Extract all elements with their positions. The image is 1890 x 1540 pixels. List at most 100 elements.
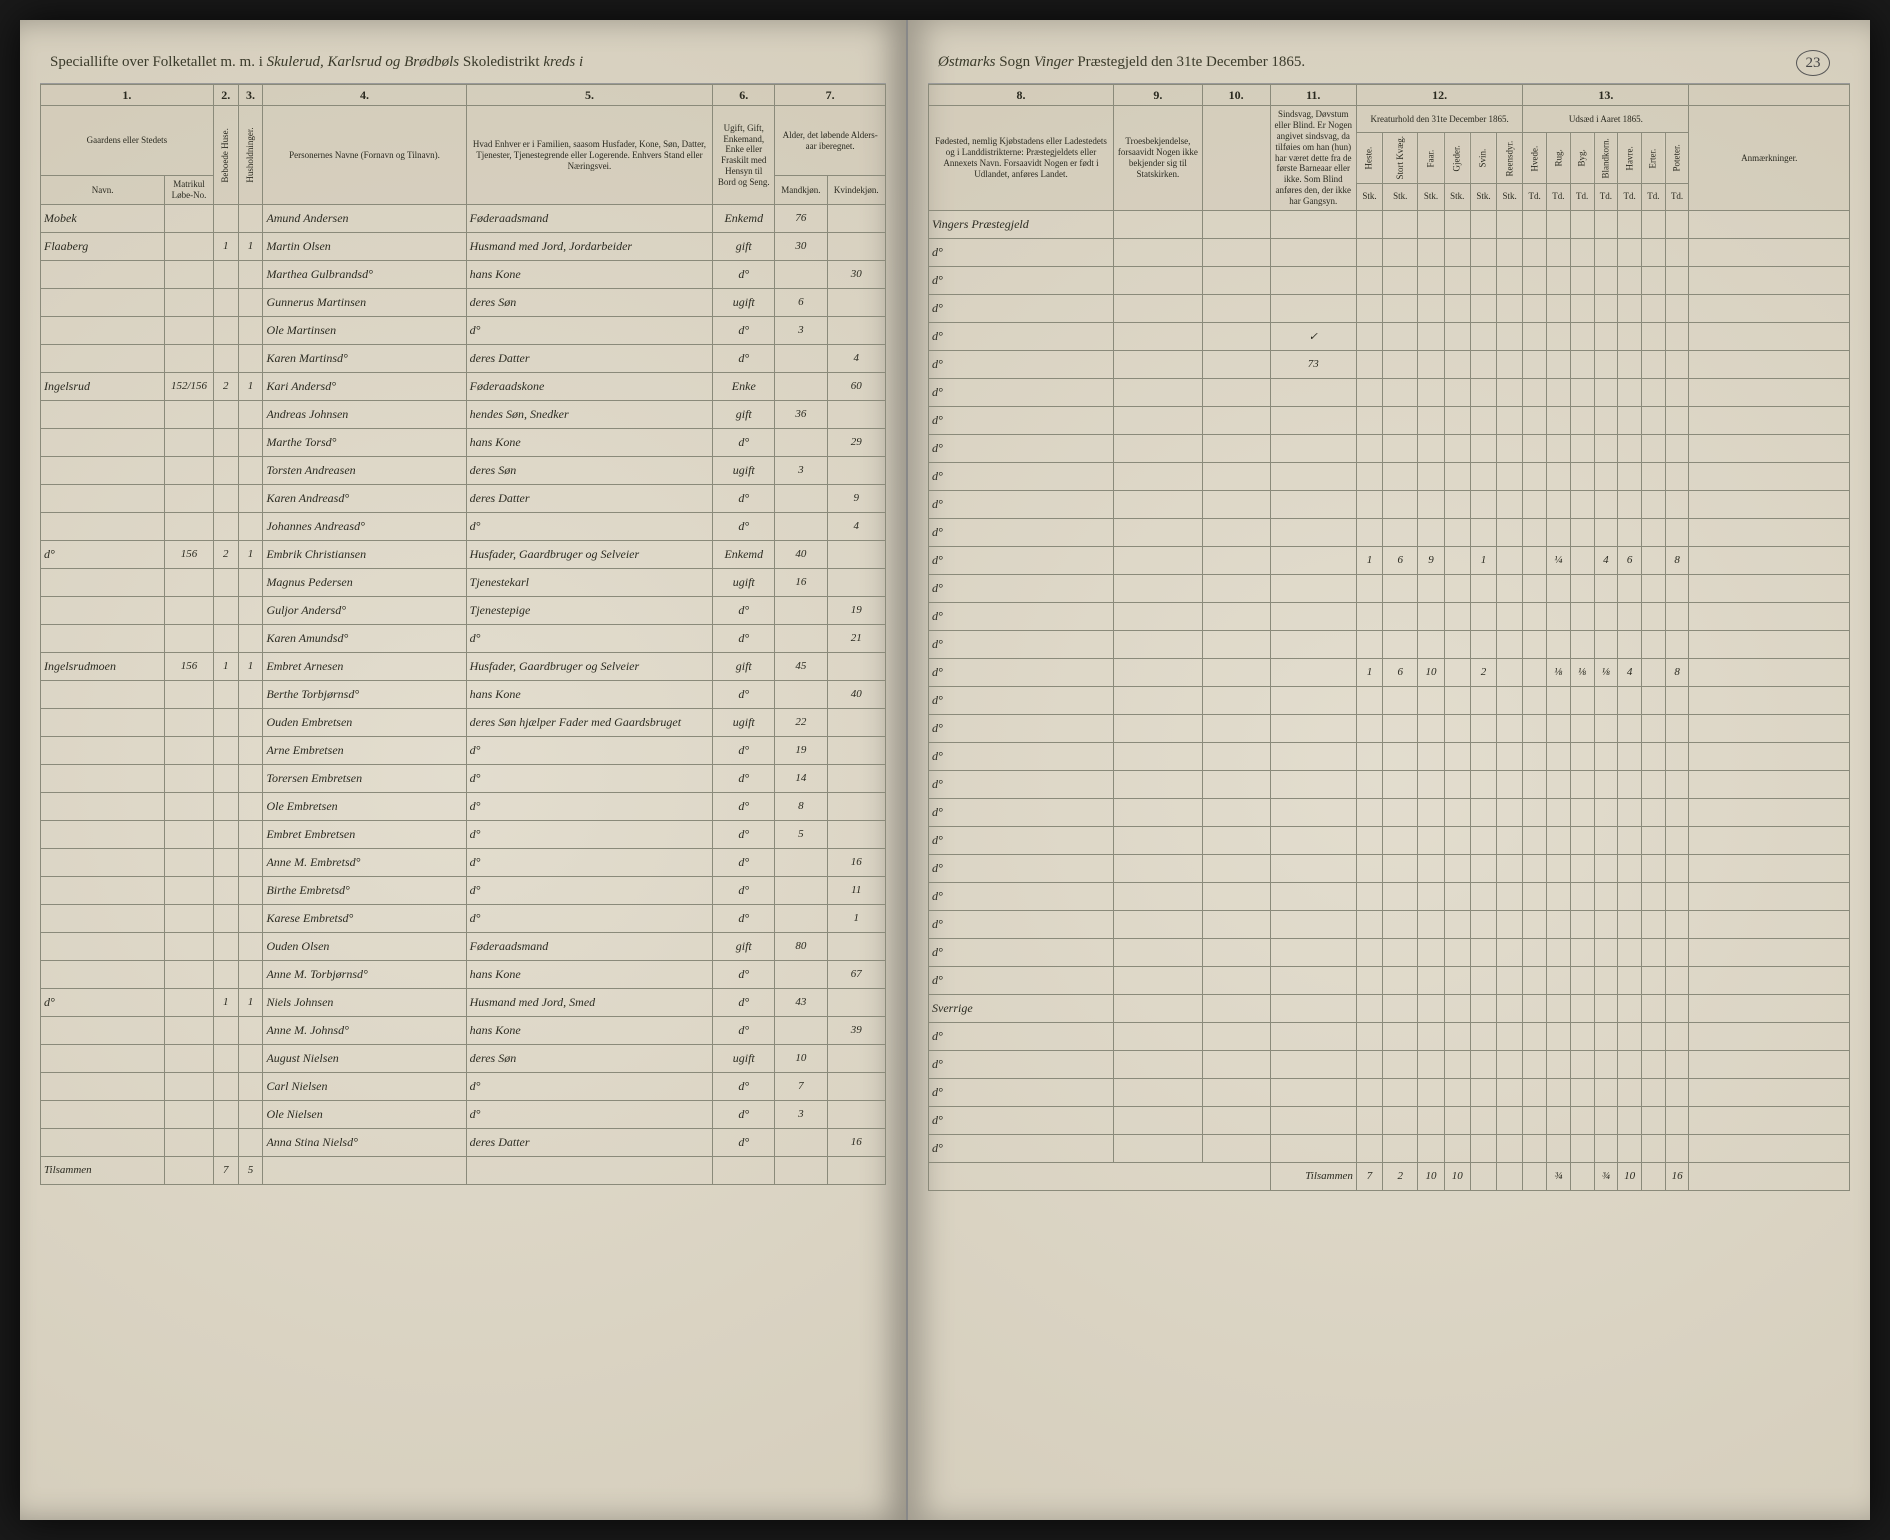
- k-kvaeg: [1383, 854, 1418, 882]
- k-sviin: [1470, 238, 1496, 266]
- hh-cell: [238, 708, 263, 736]
- age-k-cell: 39: [827, 1016, 885, 1044]
- u-poteter: [1665, 322, 1689, 350]
- u-byg: [1570, 1022, 1594, 1050]
- u-bland: [1594, 630, 1618, 658]
- name-cell: Ouden Embretsen: [263, 708, 466, 736]
- k-sviin: [1470, 602, 1496, 630]
- h5: Hvad Enhver er i Familien, saasom Husfad…: [466, 106, 713, 205]
- k-sviin: [1470, 742, 1496, 770]
- farm-cell: [41, 1100, 165, 1128]
- age-m-cell: [775, 904, 827, 932]
- u-erter: [1641, 938, 1665, 966]
- farm-cell: [41, 708, 165, 736]
- position-cell: hendes Søn, Snedker: [466, 400, 713, 428]
- k-gjeder: [1444, 518, 1470, 546]
- h2: Beboede Huse.: [213, 106, 238, 205]
- hh-cell: [238, 204, 263, 232]
- name-cell: Berthe Torbjørnsd°: [263, 680, 466, 708]
- k-gjeder: [1444, 546, 1470, 574]
- civil-cell: d°: [713, 1072, 775, 1100]
- u-hvede: [1523, 518, 1547, 546]
- name-cell: Marthe Torsd°: [263, 428, 466, 456]
- c13: 13.: [1523, 85, 1689, 106]
- u-hvede: [1523, 1050, 1547, 1078]
- k-sviin: [1470, 294, 1496, 322]
- mat-cell: [165, 1072, 214, 1100]
- k-heste: [1356, 378, 1382, 406]
- k-reen: [1497, 994, 1523, 1022]
- civil-cell: d°: [713, 680, 775, 708]
- col10-cell: [1202, 210, 1270, 238]
- k-sviin: [1470, 966, 1496, 994]
- u-erter: [1641, 966, 1665, 994]
- col11-cell: [1270, 378, 1356, 406]
- age-k-cell: [827, 316, 885, 344]
- k-gjeder: [1444, 490, 1470, 518]
- k-kvaeg: [1383, 490, 1418, 518]
- u-rug: [1547, 406, 1571, 434]
- col10-cell: [1202, 462, 1270, 490]
- u-havre: [1618, 1078, 1642, 1106]
- table-row: Anne M. Torbjørnsd°hans Koned°67: [41, 960, 886, 988]
- k-faar: [1418, 826, 1444, 854]
- age-m-cell: 16: [775, 568, 827, 596]
- farm-cell: [41, 1128, 165, 1156]
- k-gjeder: [1444, 602, 1470, 630]
- hus-cell: [213, 400, 238, 428]
- table-row: d°: [929, 966, 1850, 994]
- hh-cell: [238, 736, 263, 764]
- col11-cell: [1270, 602, 1356, 630]
- u-poteter: [1665, 406, 1689, 434]
- k-reen: [1497, 462, 1523, 490]
- col10-cell: [1202, 1134, 1270, 1162]
- remarks-cell: [1689, 938, 1850, 966]
- age-k-cell: 29: [827, 428, 885, 456]
- k-faar: [1418, 994, 1444, 1022]
- k-gjeder: [1444, 210, 1470, 238]
- hh-cell: [238, 456, 263, 484]
- footer-label: Tilsammen: [41, 1156, 165, 1184]
- k-heste: [1356, 266, 1382, 294]
- age-k-cell: [827, 652, 885, 680]
- u-bland: [1594, 602, 1618, 630]
- mat-cell: [165, 260, 214, 288]
- position-cell: d°: [466, 316, 713, 344]
- k-faar: [1418, 714, 1444, 742]
- col7-num: 7.: [775, 85, 886, 106]
- hh-cell: [238, 596, 263, 624]
- u-erter: [1641, 826, 1665, 854]
- name-cell: Karese Embretsd°: [263, 904, 466, 932]
- table-row: d°: [929, 490, 1850, 518]
- u-byg: [1570, 798, 1594, 826]
- u-rug: [1547, 490, 1571, 518]
- hus-cell: [213, 596, 238, 624]
- age-m-cell: 19: [775, 736, 827, 764]
- u-hvede: [1523, 1106, 1547, 1134]
- birth-cell: d°: [929, 574, 1114, 602]
- hh-cell: [238, 512, 263, 540]
- table-row: Karese Embretsd°d°d°1: [41, 904, 886, 932]
- u-erter: [1641, 770, 1665, 798]
- table-row: d°✓: [929, 322, 1850, 350]
- faith-cell: [1114, 518, 1203, 546]
- civil-cell: d°: [713, 764, 775, 792]
- name-cell: Magnus Pedersen: [263, 568, 466, 596]
- u-byg: [1570, 322, 1594, 350]
- u-erter: [1641, 322, 1665, 350]
- u-erter: [1641, 658, 1665, 686]
- faith-cell: [1114, 910, 1203, 938]
- k-reen: [1497, 798, 1523, 826]
- u-bland: [1594, 266, 1618, 294]
- position-cell: d°: [466, 624, 713, 652]
- u-havre: [1618, 1106, 1642, 1134]
- k-faar: [1418, 1022, 1444, 1050]
- table-row: August Nielsenderes Sønugift10: [41, 1044, 886, 1072]
- age-m-cell: [775, 624, 827, 652]
- name-cell: Ole Nielsen: [263, 1100, 466, 1128]
- age-k-cell: [827, 792, 885, 820]
- col11-cell: [1270, 798, 1356, 826]
- col10-cell: [1202, 854, 1270, 882]
- u-bland: [1594, 1106, 1618, 1134]
- u-byg: [1570, 546, 1594, 574]
